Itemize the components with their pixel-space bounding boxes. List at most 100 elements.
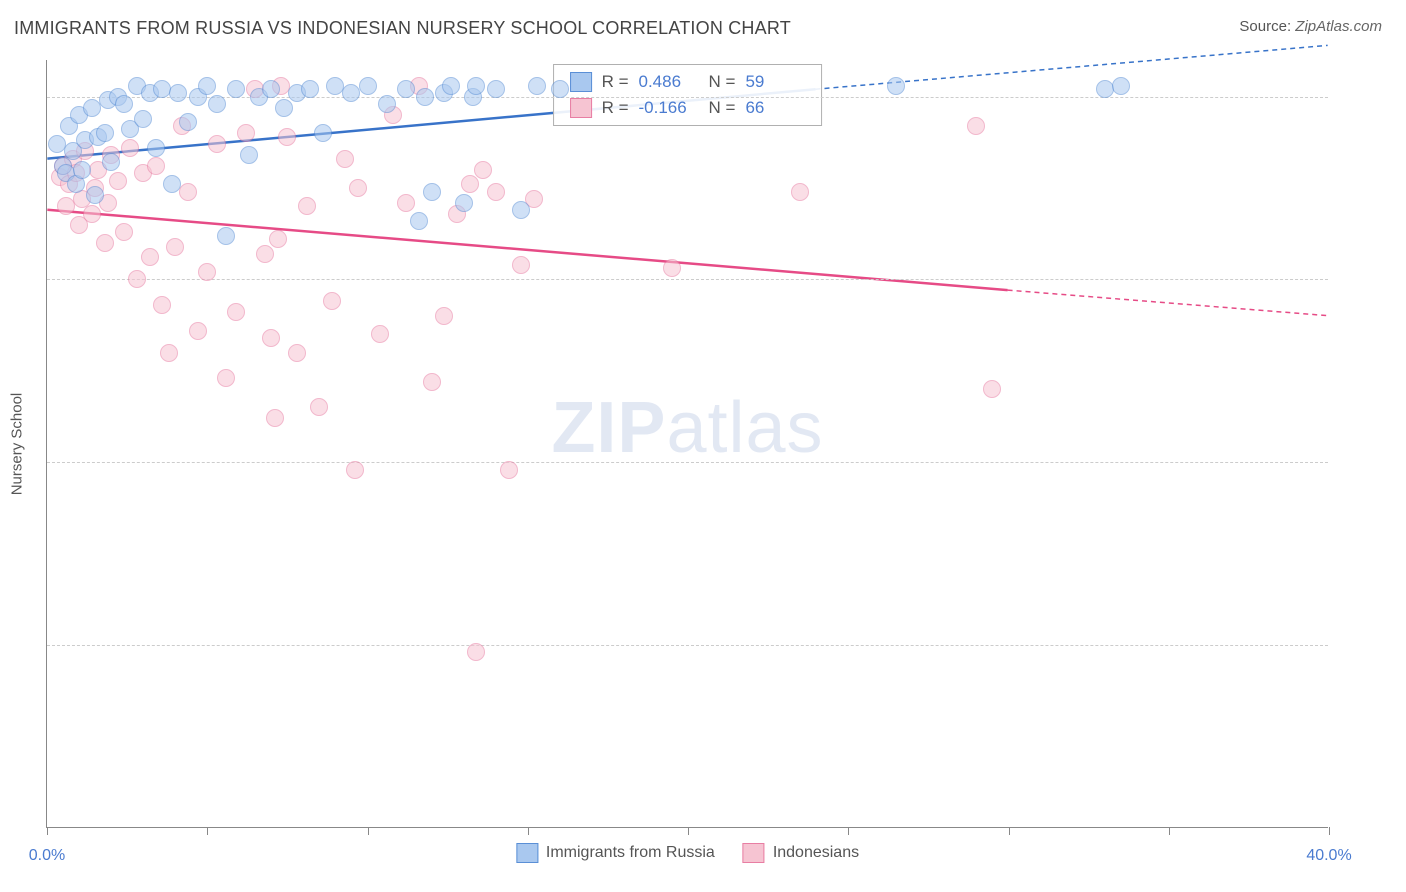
source-value: ZipAtlas.com xyxy=(1295,18,1382,35)
x-tick xyxy=(1009,827,1010,835)
scatter-marker xyxy=(262,80,280,98)
scatter-marker xyxy=(179,183,197,201)
scatter-marker xyxy=(310,398,328,416)
scatter-marker xyxy=(237,124,255,142)
scatter-marker xyxy=(227,303,245,321)
legend-label: Indonesians xyxy=(773,844,859,862)
scatter-marker xyxy=(227,80,245,98)
scatter-marker xyxy=(266,409,284,427)
y-axis-label: Nursery School xyxy=(9,392,26,495)
scatter-marker xyxy=(435,307,453,325)
scatter-marker xyxy=(314,124,332,142)
scatter-marker xyxy=(323,292,341,310)
scatter-marker xyxy=(512,256,530,274)
scatter-marker xyxy=(397,194,415,212)
scatter-marker xyxy=(663,259,681,277)
scatter-marker xyxy=(551,80,569,98)
scatter-marker xyxy=(256,245,274,263)
gridline xyxy=(47,645,1328,646)
scatter-marker xyxy=(189,322,207,340)
scatter-marker xyxy=(378,95,396,113)
scatter-marker xyxy=(198,77,216,95)
scatter-marker xyxy=(416,88,434,106)
scatter-marker xyxy=(487,183,505,201)
scatter-marker xyxy=(160,344,178,362)
x-tick xyxy=(47,827,48,835)
legend-label: Immigrants from Russia xyxy=(546,844,715,862)
scatter-marker xyxy=(163,175,181,193)
r-label: R = xyxy=(602,72,629,92)
gridline xyxy=(47,279,1328,280)
x-tick-label: 40.0% xyxy=(1306,847,1351,865)
scatter-marker xyxy=(217,227,235,245)
scatter-marker xyxy=(208,135,226,153)
n-label: N = xyxy=(709,98,736,118)
chart-title: IMMIGRANTS FROM RUSSIA VS INDONESIAN NUR… xyxy=(14,18,791,39)
n-value: 66 xyxy=(745,98,805,118)
watermark-bold: ZIP xyxy=(551,388,666,468)
scatter-marker xyxy=(298,197,316,215)
scatter-marker xyxy=(275,99,293,117)
scatter-marker xyxy=(474,161,492,179)
scatter-marker xyxy=(179,113,197,131)
r-value: 0.486 xyxy=(639,72,699,92)
scatter-marker xyxy=(467,77,485,95)
scatter-marker xyxy=(109,172,127,190)
scatter-marker xyxy=(349,179,367,197)
scatter-marker xyxy=(262,329,280,347)
x-tick xyxy=(528,827,529,835)
scatter-marker xyxy=(217,369,235,387)
scatter-marker xyxy=(208,95,226,113)
scatter-marker xyxy=(423,373,441,391)
stats-row: R = 0.486 N = 59 xyxy=(570,69,806,95)
scatter-marker xyxy=(169,84,187,102)
legend-swatch xyxy=(570,72,592,92)
x-tick xyxy=(1329,827,1330,835)
r-label: R = xyxy=(602,98,629,118)
scatter-marker xyxy=(423,183,441,201)
scatter-marker xyxy=(115,223,133,241)
scatter-marker xyxy=(121,139,139,157)
legend-swatch xyxy=(570,98,592,118)
scatter-marker xyxy=(461,175,479,193)
scatter-marker xyxy=(791,183,809,201)
scatter-marker xyxy=(134,110,152,128)
scatter-marker xyxy=(1112,77,1130,95)
scatter-marker xyxy=(147,139,165,157)
legend-item: Immigrants from Russia xyxy=(516,843,715,863)
scatter-marker xyxy=(410,212,428,230)
scatter-marker xyxy=(371,325,389,343)
scatter-marker xyxy=(102,153,120,171)
scatter-marker xyxy=(198,263,216,281)
bottom-legend: Immigrants from Russia Indonesians xyxy=(516,843,859,863)
scatter-marker xyxy=(512,201,530,219)
watermark: ZIPatlas xyxy=(551,387,823,469)
scatter-marker xyxy=(346,461,364,479)
legend-swatch xyxy=(516,843,538,863)
scatter-marker xyxy=(86,186,104,204)
scatter-marker xyxy=(240,146,258,164)
scatter-marker xyxy=(455,194,473,212)
scatter-marker xyxy=(336,150,354,168)
n-value: 59 xyxy=(745,72,805,92)
scatter-marker xyxy=(278,128,296,146)
x-tick xyxy=(207,827,208,835)
scatter-marker xyxy=(166,238,184,256)
source-attribution: Source: ZipAtlas.com xyxy=(1239,18,1382,35)
scatter-marker xyxy=(115,95,133,113)
watermark-rest: atlas xyxy=(666,388,823,468)
x-tick xyxy=(1169,827,1170,835)
scatter-marker xyxy=(73,161,91,179)
r-value: -0.166 xyxy=(639,98,699,118)
scatter-marker xyxy=(128,270,146,288)
scatter-marker xyxy=(887,77,905,95)
scatter-marker xyxy=(83,205,101,223)
legend-item: Indonesians xyxy=(743,843,859,863)
gridline xyxy=(47,462,1328,463)
scatter-marker xyxy=(359,77,377,95)
scatter-marker xyxy=(288,344,306,362)
x-tick-label: 0.0% xyxy=(29,847,65,865)
legend-swatch xyxy=(743,843,765,863)
n-label: N = xyxy=(709,72,736,92)
scatter-marker xyxy=(528,77,546,95)
